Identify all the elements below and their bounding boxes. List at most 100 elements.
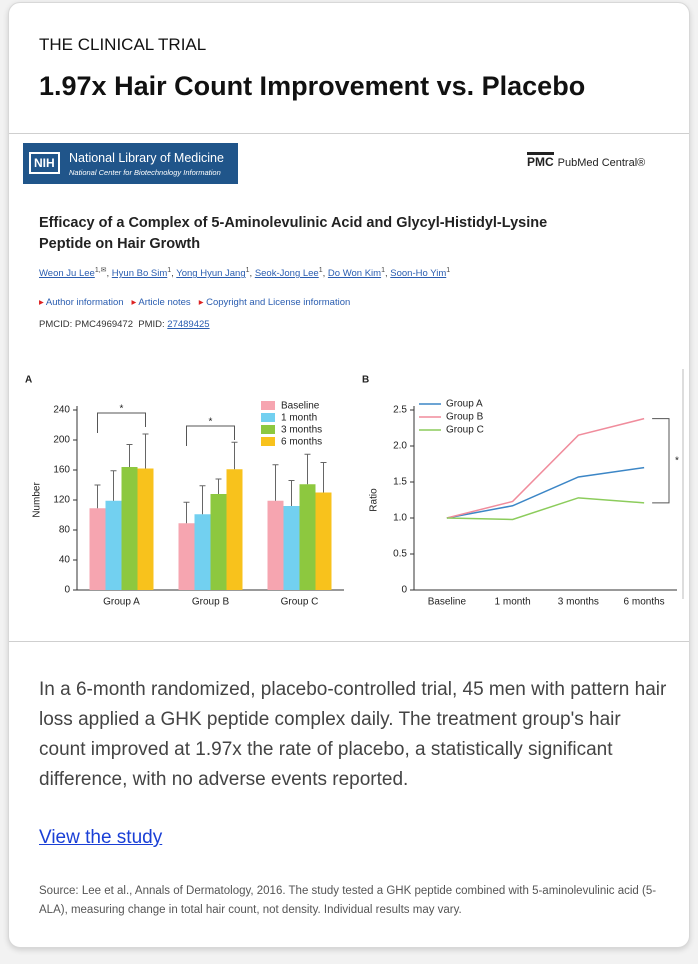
significance-bracket <box>97 412 146 433</box>
significance-mark: * <box>675 455 679 466</box>
legend-swatch <box>261 437 275 446</box>
bar <box>267 500 284 590</box>
legend-label: Baseline <box>281 401 320 412</box>
bar <box>105 500 122 590</box>
article-link[interactable]: Article notes <box>132 297 191 308</box>
y-tick-label: 40 <box>59 555 71 566</box>
pmc-logo: PMC PubMed Central® <box>527 152 646 169</box>
library-name: National Library of Medicine <box>69 151 224 165</box>
bar <box>137 468 154 590</box>
bar <box>178 523 195 590</box>
study-link[interactable]: View the study <box>39 827 163 848</box>
author: Soon-Ho Yim1 <box>390 267 451 280</box>
pmid-label: PMID: <box>138 319 165 330</box>
divider <box>9 641 689 642</box>
significance-mark: * <box>120 404 124 415</box>
series-line <box>446 497 645 521</box>
author-affiliation: 1 <box>446 267 451 274</box>
bar <box>210 494 227 590</box>
y-tick-label: 0 <box>401 585 407 596</box>
x-tick-label: Baseline <box>428 597 467 608</box>
x-tick-label: Group B <box>192 597 230 608</box>
significance-mark: * <box>209 417 213 428</box>
legend-label: 6 months <box>281 437 322 448</box>
series-line <box>446 466 645 519</box>
author-name[interactable]: Seok-Jong Lee <box>254 268 319 280</box>
x-tick-label: Group A <box>103 597 140 608</box>
pmc-name: PubMed Central® <box>557 157 646 169</box>
author: Do Won Kim1 <box>327 267 390 280</box>
author-affiliation: 1,✉ <box>94 267 107 274</box>
y-tick-label: 120 <box>53 495 70 506</box>
footnote: Source: Lee et al., Annals of Dermatolog… <box>39 885 657 916</box>
y-tick-label: 1.5 <box>393 477 407 488</box>
center-name: National Center for Biotechnology Inform… <box>69 168 221 177</box>
author-affiliation: 1 <box>318 267 323 274</box>
panel-label: A <box>25 375 32 386</box>
series-line <box>446 417 645 519</box>
charts: A Number 0 40 80 120 160 200 240 Group A Group B Gr… <box>25 369 684 608</box>
kicker: THE CLINICAL TRIAL <box>39 35 207 54</box>
x-tick-label: 1 month <box>495 597 531 608</box>
author-affiliation: 1 <box>381 267 385 274</box>
author-name[interactable]: Weon Ju Lee <box>39 268 95 280</box>
bar <box>283 506 300 590</box>
article-link[interactable]: Copyright and License information <box>199 297 351 308</box>
significance-bracket <box>186 425 235 446</box>
nih-logo: NIH National Library of Medicine Nationa… <box>23 143 238 184</box>
authors: Weon Ju Lee1,✉Hyun Bo Sim1Yong Hyun Jang… <box>39 266 450 279</box>
divider <box>9 133 689 134</box>
legend-label: Group C <box>446 425 484 436</box>
y-tick-label: 0.5 <box>393 549 407 560</box>
bar <box>299 484 316 590</box>
pmcid: PMCID: PMC4969472 <box>39 319 133 330</box>
bar <box>121 467 138 590</box>
author: Weon Ju Lee1,✉ <box>39 267 112 280</box>
legend-label: Group A <box>446 399 483 410</box>
legend-label: 3 months <box>281 425 322 436</box>
y-tick-label: 2.0 <box>393 441 407 452</box>
significance-bracket <box>652 418 670 504</box>
pmid[interactable]: 27489425 <box>167 319 210 330</box>
author-name[interactable]: Soon-Ho Yim <box>390 268 447 280</box>
author: Yong Hyun Jang1 <box>176 267 255 280</box>
y-tick-label: 1.0 <box>393 513 407 524</box>
author-name[interactable]: Hyun Bo Sim <box>111 268 168 280</box>
legend-swatch <box>261 401 275 410</box>
x-tick-label: 6 months <box>624 597 665 608</box>
x-tick-label: 3 months <box>558 597 599 608</box>
y-axis-label: Ratio <box>369 488 380 512</box>
bar <box>89 508 106 590</box>
y-tick-label: 2.5 <box>393 405 407 416</box>
legend-label: 1 month <box>281 413 317 424</box>
y-tick-label: 0 <box>64 585 70 596</box>
y-tick-label: 160 <box>53 465 70 476</box>
pmc-badge: PMC <box>527 152 554 169</box>
author-name[interactable]: Do Won Kim <box>327 268 382 280</box>
y-tick-label: 240 <box>53 405 70 416</box>
article-link[interactable]: Author information <box>39 297 124 308</box>
headline: 1.97x Hair Count Improvement vs. Placebo <box>39 71 586 101</box>
card: THE CLINICAL TRIAL 1.97x Hair Count Impr… <box>8 2 690 948</box>
author-affiliation: 1 <box>167 267 172 274</box>
legend-swatch <box>261 425 275 434</box>
nih-badge: NIH <box>29 152 60 174</box>
author-affiliation: 1 <box>245 267 250 274</box>
panel-label: B <box>362 375 369 386</box>
x-tick-label: Group C <box>281 597 319 608</box>
legend-swatch <box>261 413 275 422</box>
y-tick-label: 80 <box>59 525 71 536</box>
article-links: Author information Article notes Copyright… <box>39 297 358 308</box>
bar <box>315 492 332 590</box>
y-tick-label: 200 <box>53 435 70 446</box>
summary: In a 6-month randomized, placebo-control… <box>39 679 667 790</box>
author-name[interactable]: Yong Hyun Jang <box>176 268 246 280</box>
author: Seok-Jong Lee1 <box>254 267 328 280</box>
ids: PMCID: PMC4969472 PMID: 27489425 <box>39 319 210 330</box>
bar <box>194 514 211 590</box>
author: Hyun Bo Sim1 <box>111 267 176 280</box>
legend-label: Group B <box>446 412 484 423</box>
y-axis-label: Number <box>32 482 43 518</box>
bar <box>226 469 243 590</box>
article-title: Efficacy of a Complex of 5-Aminolevulini… <box>39 215 548 252</box>
